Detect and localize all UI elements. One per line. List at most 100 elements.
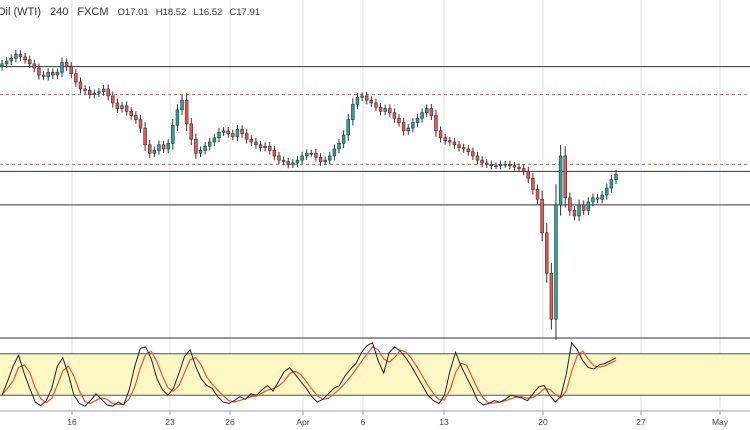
candle-body-up: [221, 130, 226, 133]
candle-body-down: [443, 137, 447, 141]
candle: [83, 85, 87, 95]
candle: [461, 143, 466, 153]
candle: [161, 140, 166, 154]
candle: [545, 223, 549, 283]
candle-body-down: [531, 178, 535, 190]
candle: [97, 88, 101, 97]
candle-body-up: [152, 150, 157, 154]
candle: [41, 71, 46, 81]
candle: [581, 200, 586, 215]
candle: [74, 68, 78, 87]
candle: [535, 184, 540, 205]
vertical-gridlines: [71, 0, 721, 411]
candle: [364, 91, 369, 105]
candle-body-down: [286, 161, 290, 165]
candle-body-down: [545, 232, 549, 274]
candle: [171, 119, 175, 150]
candle: [208, 137, 212, 151]
candle-body-down: [231, 133, 235, 137]
time-axis: 16 23 26 Apr 6 13 20 27 May: [67, 411, 729, 427]
candle-body-down: [184, 99, 189, 125]
candle: [411, 118, 415, 133]
candle: [92, 89, 97, 99]
candle-body-up: [591, 197, 595, 203]
candle: [554, 184, 558, 340]
candle: [27, 55, 32, 68]
candle-body-down: [535, 189, 540, 200]
candle: [420, 108, 424, 123]
candle: [46, 68, 50, 81]
candle-body-down: [461, 147, 466, 150]
candle: [291, 159, 295, 169]
candle-body-down: [318, 157, 323, 162]
candle-body-up: [332, 148, 337, 157]
candle-body-down: [568, 197, 572, 211]
stochastic-oscillator: [1, 341, 617, 407]
candle-body-down: [434, 115, 438, 132]
candle-body-down: [27, 59, 32, 65]
candle-body-down: [471, 151, 475, 157]
candle-body-up: [309, 152, 314, 155]
candle-body-down: [401, 122, 406, 132]
candle-body-down: [69, 66, 73, 74]
candle-body-up: [609, 179, 614, 189]
candle-body-up: [614, 173, 618, 180]
candle: [286, 157, 290, 169]
candle-body-down: [87, 90, 92, 95]
candle-body-up: [300, 155, 304, 161]
candle: [508, 160, 512, 170]
candle-body-up: [346, 119, 350, 136]
candle: [351, 98, 355, 126]
candle-body-up: [558, 155, 563, 206]
candle-body-up: [208, 141, 212, 147]
candle-body-down: [452, 141, 457, 146]
candle-body-up: [304, 152, 309, 157]
candle-body-up: [415, 117, 420, 123]
candle-body-up: [92, 92, 97, 95]
candle: [360, 92, 364, 102]
candle: [9, 54, 13, 65]
ohlc-close: C17.91: [229, 7, 260, 18]
candle: [147, 140, 152, 158]
candlestick-series: [0, 49, 618, 340]
candle: [392, 108, 397, 123]
candle: [605, 183, 609, 200]
candle-body-up: [337, 143, 341, 150]
candle-body-up: [328, 155, 332, 161]
candle-body-down: [161, 144, 166, 150]
candle: [235, 124, 240, 141]
candle: [341, 130, 346, 149]
candle: [203, 142, 207, 155]
x-tick-label: May: [712, 417, 729, 427]
candle: [489, 160, 494, 170]
candle-body-down: [18, 53, 23, 58]
candle: [258, 140, 263, 152]
candle-body-up: [494, 165, 498, 168]
candle: [309, 149, 314, 157]
candle: [231, 129, 235, 141]
candle: [549, 262, 554, 330]
candle-body-down: [281, 159, 286, 162]
candle-body-up: [503, 164, 507, 166]
candle-body-up: [586, 201, 591, 211]
candle: [240, 125, 244, 138]
candle-body-up: [60, 62, 64, 73]
candle-body-down: [595, 197, 600, 200]
candle: [443, 133, 447, 145]
candle: [586, 197, 591, 216]
candle: [318, 153, 323, 166]
candle-body-up: [351, 104, 355, 120]
candle: [498, 160, 503, 170]
candle-body-up: [175, 109, 180, 126]
candle-body-down: [32, 63, 37, 69]
candle: [32, 59, 37, 73]
candle-body-down: [106, 88, 110, 97]
candle: [388, 104, 392, 117]
candle-body-up: [605, 187, 609, 196]
candle-body-down: [438, 130, 443, 139]
data-source: FXCM: [77, 6, 108, 18]
symbol-name: Oil (WTI): [0, 6, 41, 18]
candle-body-down: [78, 81, 83, 90]
candle: [448, 136, 452, 146]
